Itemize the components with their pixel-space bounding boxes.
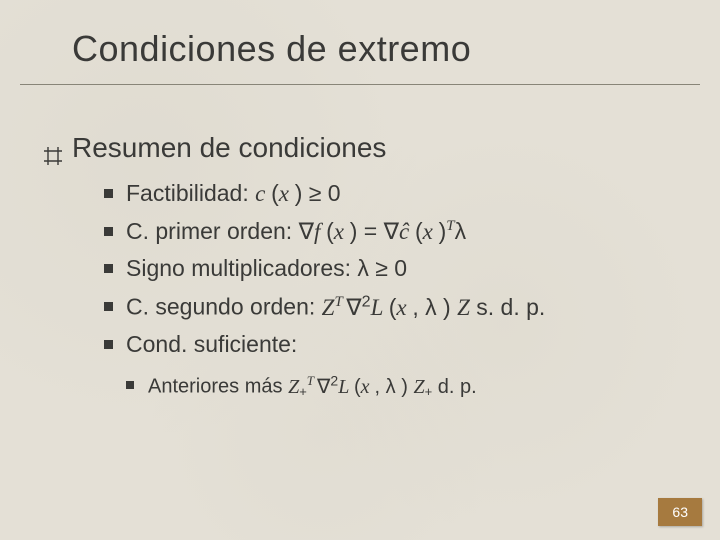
level2-item: C. primer orden: ∇f (x ) = ∇ĉ (x )Tλ [104,214,684,250]
grid-bullet-icon [44,140,62,158]
level3-item: Anteriores más Z+T ∇2L (x , λ ) Z+ d. p. [126,369,684,403]
square-bullet-icon [126,381,134,389]
level2-group: Factibilidad: c (x ) ≥ 0 C. primer orden… [104,176,684,403]
level2-item: Cond. suficiente: [104,327,684,363]
square-bullet-icon [104,189,113,198]
square-bullet-icon [104,227,113,236]
level1-text: Resumen de condiciones [72,132,386,163]
square-bullet-icon [104,340,113,349]
page-number-badge: 63 [658,498,702,526]
item-label: Signo multiplicadores: [126,255,357,281]
slide-title: Condiciones de extremo [72,28,471,70]
subitem-label: Anteriores más [148,376,288,398]
item-math: c (x ) ≥ 0 [255,180,340,206]
item-math: ∇f (x ) = ∇ĉ (x )Tλ [299,218,467,244]
square-bullet-icon [104,264,113,273]
item-label: Factibilidad: [126,180,255,206]
item-label: C. primer orden: [126,218,299,244]
square-bullet-icon [104,302,113,311]
item-label: C. segundo orden: [126,294,322,320]
item-label: Cond. suficiente: [126,331,297,357]
title-underline [20,84,700,85]
subitem-math: Z+T ∇2L (x , λ ) Z+ d. p. [288,376,477,398]
item-math: ZT ∇2L (x , λ ) Z s. d. p. [322,294,546,320]
item-math: λ ≥ 0 [357,255,407,281]
level1-item: Resumen de condiciones [72,132,386,164]
level2-item: C. segundo orden: ZT ∇2L (x , λ ) Z s. d… [104,289,684,325]
slide: Condiciones de extremo Resumen de condic… [0,0,720,540]
level2-item: Factibilidad: c (x ) ≥ 0 [104,176,684,212]
level2-item: Signo multiplicadores: λ ≥ 0 [104,251,684,287]
